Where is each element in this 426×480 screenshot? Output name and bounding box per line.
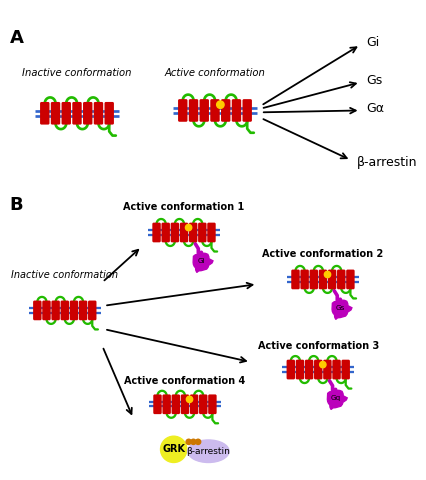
FancyBboxPatch shape [181,395,189,414]
FancyBboxPatch shape [189,99,198,122]
FancyBboxPatch shape [207,223,216,242]
Text: B: B [9,196,23,214]
FancyBboxPatch shape [52,300,60,320]
FancyBboxPatch shape [221,99,230,122]
FancyBboxPatch shape [342,360,350,379]
FancyBboxPatch shape [79,300,87,320]
Circle shape [186,439,191,444]
Text: Active conformation 2: Active conformation 2 [262,250,383,259]
Circle shape [185,224,192,231]
Circle shape [191,439,196,444]
FancyBboxPatch shape [332,360,341,379]
Text: Active conformation 4: Active conformation 4 [124,376,245,386]
FancyBboxPatch shape [291,270,300,289]
FancyBboxPatch shape [172,395,180,414]
Text: Active conformation: Active conformation [164,68,265,78]
FancyBboxPatch shape [314,360,322,379]
FancyBboxPatch shape [40,102,49,125]
Text: Inactive conformation: Inactive conformation [12,270,118,280]
FancyBboxPatch shape [94,102,103,125]
Text: β-arrestin: β-arrestin [357,156,417,168]
FancyBboxPatch shape [51,102,60,125]
Circle shape [161,436,187,463]
FancyBboxPatch shape [162,395,171,414]
FancyBboxPatch shape [337,270,345,289]
FancyBboxPatch shape [83,102,92,125]
FancyBboxPatch shape [70,300,78,320]
FancyBboxPatch shape [42,300,51,320]
Circle shape [217,101,224,108]
FancyBboxPatch shape [323,360,331,379]
Polygon shape [193,253,213,273]
Text: Gi: Gi [366,36,380,49]
FancyBboxPatch shape [232,99,241,122]
FancyBboxPatch shape [319,270,327,289]
FancyBboxPatch shape [178,99,187,122]
Text: β-arrestin: β-arrestin [187,447,230,456]
FancyBboxPatch shape [296,360,304,379]
FancyBboxPatch shape [61,102,71,125]
FancyBboxPatch shape [300,270,309,289]
Text: Active conformation 3: Active conformation 3 [258,341,379,351]
FancyBboxPatch shape [199,395,207,414]
Circle shape [196,439,201,444]
FancyBboxPatch shape [88,300,96,320]
Text: Gq: Gq [331,395,341,401]
Text: Gs: Gs [336,305,345,311]
FancyBboxPatch shape [328,270,336,289]
Text: Gs: Gs [366,74,383,87]
FancyBboxPatch shape [60,300,69,320]
FancyBboxPatch shape [72,102,82,125]
Ellipse shape [188,440,229,463]
FancyBboxPatch shape [33,300,42,320]
FancyBboxPatch shape [199,99,209,122]
FancyBboxPatch shape [189,223,197,242]
Text: Inactive conformation: Inactive conformation [22,68,132,78]
FancyBboxPatch shape [171,223,179,242]
FancyBboxPatch shape [208,395,217,414]
FancyBboxPatch shape [210,99,220,122]
Text: A: A [9,29,23,47]
Circle shape [320,361,326,368]
Text: GRK: GRK [162,444,185,455]
FancyBboxPatch shape [190,395,199,414]
Circle shape [324,271,331,277]
FancyBboxPatch shape [242,99,252,122]
Polygon shape [332,300,352,319]
FancyBboxPatch shape [198,223,207,242]
FancyBboxPatch shape [153,223,161,242]
Text: Active conformation 1: Active conformation 1 [124,203,245,213]
Text: Gα: Gα [366,102,384,115]
FancyBboxPatch shape [161,223,170,242]
Circle shape [186,396,193,403]
Text: Gi: Gi [198,258,205,264]
FancyBboxPatch shape [346,270,354,289]
FancyBboxPatch shape [287,360,295,379]
FancyBboxPatch shape [180,223,188,242]
FancyBboxPatch shape [104,102,114,125]
FancyBboxPatch shape [153,395,162,414]
FancyBboxPatch shape [310,270,318,289]
Polygon shape [327,390,347,409]
FancyBboxPatch shape [305,360,313,379]
